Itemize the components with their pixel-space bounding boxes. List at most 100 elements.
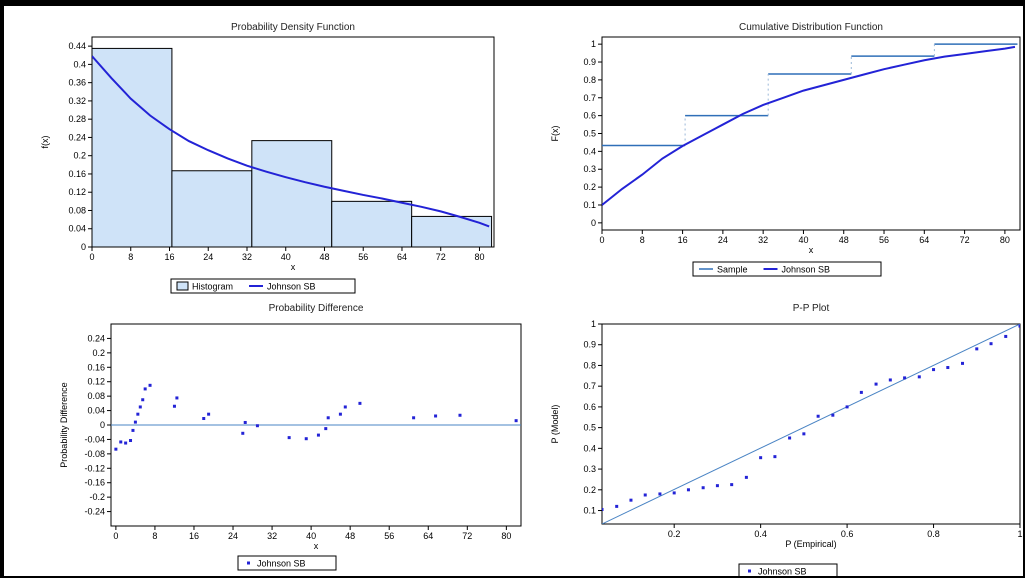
y-tick-label: 0.5 [583,129,596,139]
x-tick-label: 8 [128,252,133,262]
y-tick-label: 0.04 [68,224,86,234]
x-tick-label: 48 [319,252,329,262]
data-point [412,416,416,420]
x-axis-label: x [314,541,319,551]
diagonal-reference-line [602,324,1020,524]
plot-area [602,43,1018,206]
legend-swatch [748,569,751,573]
y-tick-label: 0.12 [87,377,105,387]
legend-box [738,563,838,576]
y-tick-label: 0.32 [68,96,86,106]
chart-title: Cumulative Distribution Function [739,22,883,33]
data-point [602,507,604,511]
histogram-bar [171,170,253,247]
y-tick-label: 0.28 [68,114,86,124]
chart-pp: P-P Plot 0.1 0.2 0.3 0.4 0.5 0.6 0.7 0.8 0.9 1 0.2 0… [550,303,1023,576]
data-point [243,420,247,424]
y-tick-label: 0.9 [583,57,596,67]
histogram-bar [331,200,413,247]
x-tick-label: 1 [1017,529,1022,539]
chart-cdf: Cumulative Distribution Function 0 0.1 0.2 0… [550,22,1021,277]
chart-title: P-P Plot [793,303,830,314]
legend-swatch [176,281,189,291]
data-point [788,436,792,440]
data-point [202,417,206,421]
data-point [175,396,179,400]
y-axis-label: f(x) [40,136,50,149]
data-point [917,375,921,379]
data-point [859,390,863,394]
data-point [124,441,128,445]
data-point [119,440,123,444]
x-tick-label: 56 [879,235,889,245]
x-tick-label: 0 [89,252,94,262]
x-tick-label: 72 [436,252,446,262]
legend-swatch [247,561,250,565]
y-tick-label: 0.7 [583,381,596,391]
y-tick-label: 0.6 [583,402,596,412]
data-point [715,484,719,488]
y-tick-label: 0.2 [92,348,105,358]
y-tick-label: -0.04 [84,434,105,444]
y-tick-label: 0.1 [583,200,596,210]
x-tick-label: 48 [839,235,849,245]
data-point [831,413,835,417]
data-point [338,412,342,416]
legend: Histogram Johnson SB [170,278,356,294]
y-tick-label: 0.9 [583,340,596,350]
data-point [686,488,690,492]
y-tick-label: 0 [591,218,596,228]
data-point [129,439,133,443]
histogram-bar [411,215,493,247]
x-tick-label: 64 [423,531,433,541]
data-point [141,398,145,402]
legend-label: Johnson SB [267,282,316,292]
johnson-sb-curve [92,55,490,228]
data-point [241,431,245,435]
y-axis-label: P (Model) [550,405,560,444]
y-tick-label: 0.4 [73,59,86,69]
data-point [658,492,662,496]
y-tick-label: 0.2 [583,485,596,495]
x-tick-label: 0.6 [841,529,854,539]
legend-label: Histogram [192,282,233,292]
plot-area [111,383,521,451]
data-point [629,498,633,502]
y-tick-label: -0.24 [84,507,105,517]
x-tick-label: 72 [960,235,970,245]
data-point [946,366,950,370]
y-tick-label: 0.24 [87,333,105,343]
y-tick-label: 0.3 [583,164,596,174]
data-point [131,428,135,432]
y-axis-label: F(x) [550,126,560,142]
data-point [759,456,763,460]
data-point [255,424,259,428]
x-tick-label: 40 [798,235,808,245]
x-tick-label: 32 [267,531,277,541]
data-point [143,387,147,391]
y-axis-label: Probability Difference [59,382,69,467]
y-tick-label: 0.4 [583,443,596,453]
data-point [316,433,320,437]
x-tick-label: 80 [474,252,484,262]
chart-title: Probability Density Function [231,22,355,33]
data-point [874,382,878,386]
y-tick-label: 1 [591,39,596,49]
x-tick-label: 0.4 [754,529,767,539]
data-point [932,368,936,372]
data-point [326,416,330,420]
y-tick-label: 0.24 [68,132,86,142]
data-point [802,432,806,436]
x-tick-label: 0 [599,235,604,245]
charts-canvas: Probability Density Function 0 0.04 0.08 0.1… [40,22,1023,576]
chart-title: Probability Difference [269,303,364,314]
x-tick-label: 24 [203,252,213,262]
y-tick-label: 0.08 [68,205,86,215]
legend-label: Johnson SB [782,265,831,275]
x-tick-label: 0 [113,531,118,541]
x-axis-label: P (Empirical) [785,539,836,549]
data-point [343,405,347,409]
y-tick-label: 0.16 [68,169,86,179]
y-tick-label: 0.8 [583,360,596,370]
x-tick-label: 8 [152,531,157,541]
